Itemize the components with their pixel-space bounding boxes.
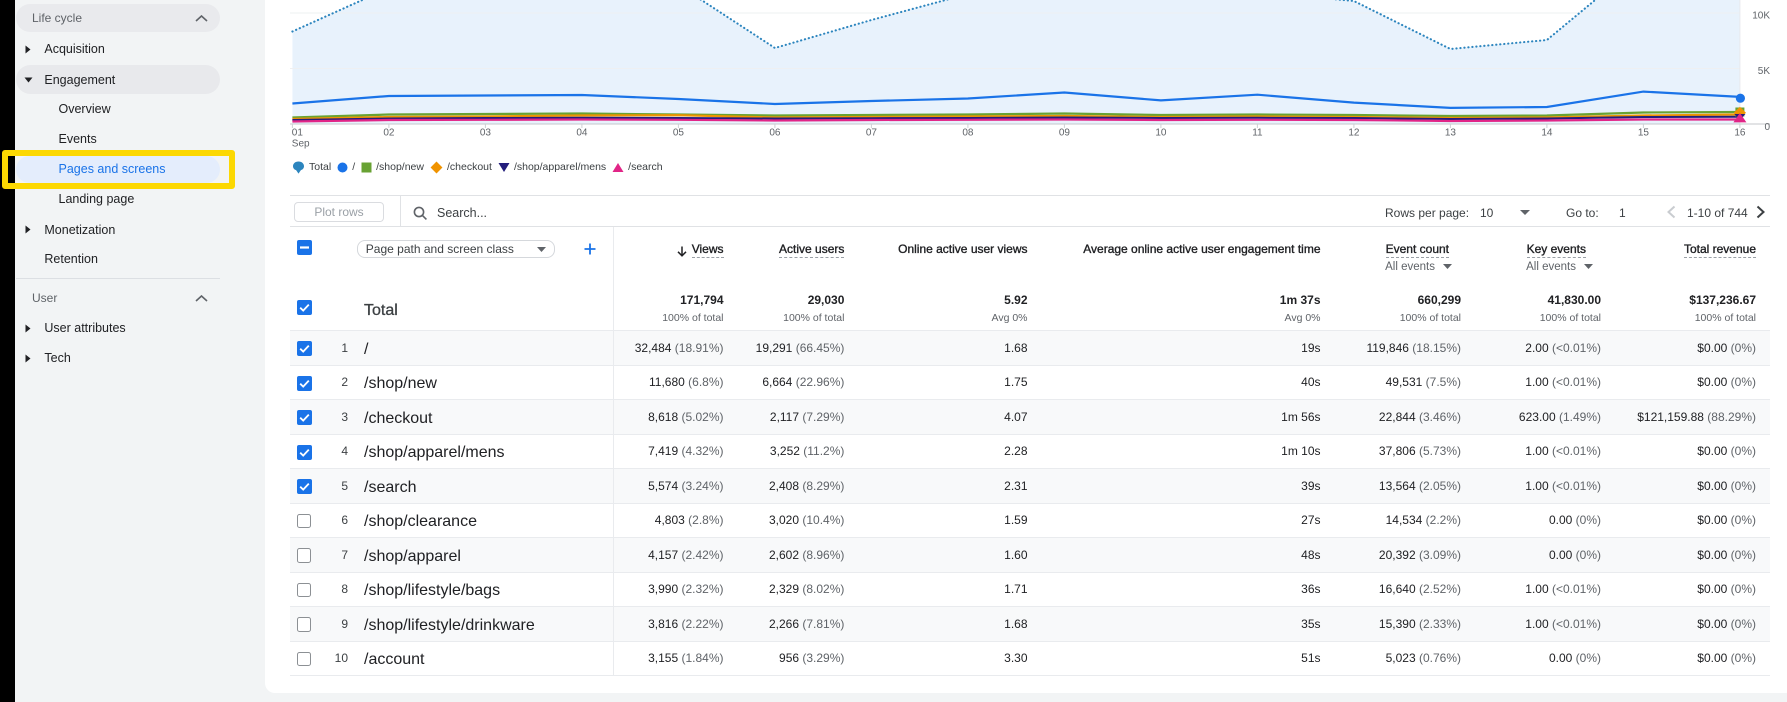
svg-text:10K: 10K	[1752, 11, 1770, 22]
svg-text:14: 14	[1541, 128, 1553, 139]
svg-text:06: 06	[769, 128, 781, 139]
svg-text:5K: 5K	[1758, 66, 1771, 77]
svg-text:03: 03	[480, 128, 492, 139]
svg-text:08: 08	[962, 128, 974, 139]
svg-text:01: 01	[292, 128, 304, 139]
svg-text:12: 12	[1348, 128, 1360, 139]
svg-text:11: 11	[1252, 128, 1263, 139]
svg-text:05: 05	[673, 128, 685, 139]
svg-text:02: 02	[383, 128, 395, 139]
svg-text:10: 10	[1155, 128, 1167, 139]
svg-text:07: 07	[866, 128, 878, 139]
svg-text:04: 04	[576, 128, 588, 139]
svg-text:0: 0	[1764, 122, 1770, 133]
svg-text:15: 15	[1638, 128, 1650, 139]
svg-text:16: 16	[1734, 128, 1746, 139]
svg-text:13: 13	[1445, 128, 1457, 139]
svg-text:Sep: Sep	[292, 139, 310, 150]
svg-text:09: 09	[1059, 128, 1071, 139]
